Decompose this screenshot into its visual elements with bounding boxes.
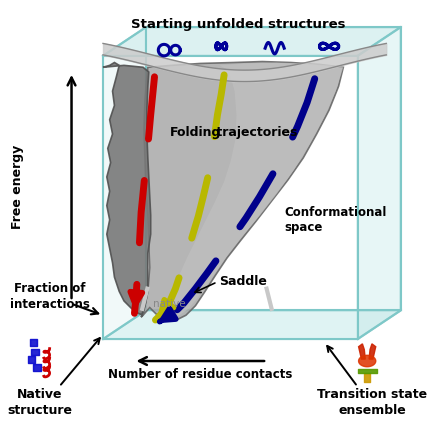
Polygon shape (358, 344, 365, 359)
Text: Conformational
space: Conformational space (284, 206, 387, 234)
Text: native: native (153, 299, 185, 309)
Polygon shape (358, 27, 401, 339)
Text: Fraction of
interactions: Fraction of interactions (10, 282, 89, 311)
Polygon shape (143, 62, 343, 320)
Text: Saddle: Saddle (219, 275, 267, 288)
Text: Folding: Folding (170, 125, 221, 138)
Polygon shape (103, 27, 401, 56)
Text: Free energy: Free energy (11, 145, 24, 229)
Text: Starting unfolded structures: Starting unfolded structures (131, 18, 345, 31)
Polygon shape (164, 62, 343, 317)
Text: trajectories: trajectories (212, 125, 297, 138)
Text: Number of residue contacts: Number of residue contacts (108, 368, 293, 381)
Text: Transition state
ensemble: Transition state ensemble (317, 388, 427, 418)
Polygon shape (103, 310, 401, 339)
Polygon shape (358, 355, 376, 367)
Text: Native
structure: Native structure (7, 388, 72, 418)
Polygon shape (103, 27, 146, 339)
Polygon shape (103, 62, 151, 317)
Polygon shape (369, 344, 376, 359)
